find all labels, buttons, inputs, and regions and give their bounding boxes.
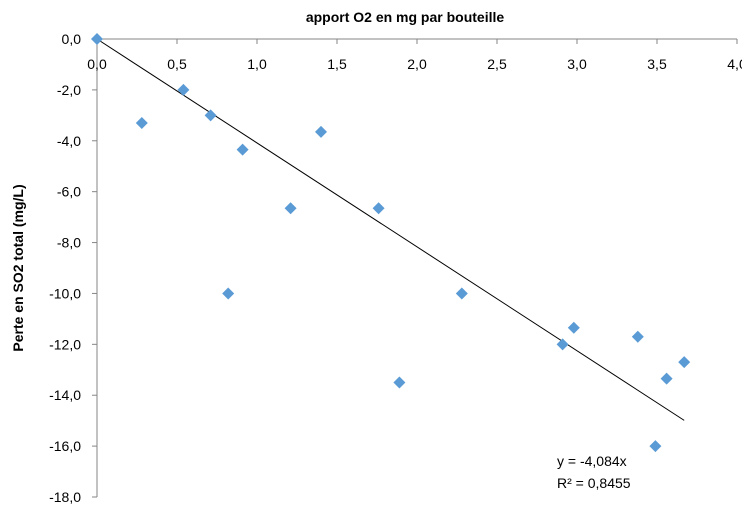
data-point — [315, 125, 327, 138]
x-tick-label: 1,5 — [327, 56, 347, 72]
x-tick-label: 2,0 — [407, 56, 427, 72]
axes: 0,0 0,5 1,0 1,5 2,0 2,5 3,0 3,5 4,0 0,0 -2,0 -4,0 -6… — [49, 31, 742, 505]
data-point — [556, 338, 569, 351]
y-tick-label: -6,0 — [57, 184, 81, 200]
y-tick-label: -2,0 — [57, 82, 81, 98]
y-tick-label: -12,0 — [49, 336, 81, 352]
x-tick-label: 1,0 — [247, 56, 267, 72]
y-tick-label: -18,0 — [49, 489, 81, 505]
data-point — [204, 109, 217, 122]
data-point — [455, 287, 468, 300]
y-tick-label: -4,0 — [57, 133, 81, 149]
data-point — [91, 33, 103, 45]
x-tick-label: 3,5 — [647, 56, 667, 72]
data-points — [91, 33, 691, 453]
data-point — [236, 143, 249, 156]
x-tick-label: 4,0 — [727, 56, 742, 72]
x-tick-label: 3,0 — [567, 56, 587, 72]
y-tick-label: 0,0 — [62, 31, 82, 47]
y-tick-label: -8,0 — [57, 235, 81, 251]
data-point — [567, 321, 580, 334]
y-tick-label: -16,0 — [49, 438, 81, 454]
x-tick-label: 0,5 — [167, 56, 187, 72]
y-axis-label: Perte en SO2 total (mg/L) — [10, 184, 26, 351]
data-point — [649, 440, 662, 453]
x-tick-label: 0,0 — [87, 56, 107, 72]
data-point — [177, 83, 190, 96]
trendline-layer — [96, 38, 685, 421]
data-point — [678, 356, 691, 369]
x-tick-label: 2,5 — [487, 56, 507, 72]
data-point — [393, 376, 406, 389]
chart-title: apport O2 en mg par bouteille — [306, 9, 505, 25]
trendline-equation: y = -4,084x — [557, 453, 627, 469]
y-tick-label: -10,0 — [49, 285, 81, 301]
y-tick-label: -14,0 — [49, 387, 81, 403]
trendline — [96, 38, 685, 421]
data-point — [222, 287, 235, 300]
data-point — [372, 202, 385, 215]
trendline-r2: R² = 0,8455 — [557, 475, 631, 491]
data-point — [631, 330, 644, 343]
data-point — [135, 116, 148, 129]
data-point — [660, 372, 673, 385]
data-point — [284, 202, 297, 215]
